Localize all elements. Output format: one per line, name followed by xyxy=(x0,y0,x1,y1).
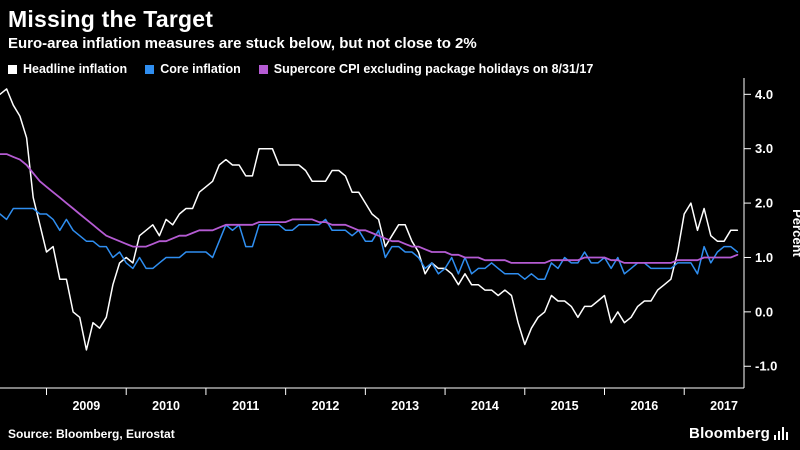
svg-text:2013: 2013 xyxy=(391,399,419,413)
svg-text:2011: 2011 xyxy=(232,399,259,413)
svg-text:2016: 2016 xyxy=(630,399,658,413)
legend-swatch xyxy=(258,64,268,74)
svg-text:4.0: 4.0 xyxy=(755,87,773,102)
bloomberg-logo: Bloomberg xyxy=(689,425,790,442)
svg-text:2010: 2010 xyxy=(152,399,180,413)
legend-label: Core inflation xyxy=(160,62,241,76)
svg-text:3.0: 3.0 xyxy=(755,141,773,156)
svg-text:1.0: 1.0 xyxy=(755,250,773,265)
legend: Headline inflation Core inflation Superc… xyxy=(8,60,792,78)
chart-header: Missing the Target Euro-area inflation m… xyxy=(0,0,800,78)
source-text: Source: Bloomberg, Eurostat xyxy=(8,426,175,441)
svg-text:2012: 2012 xyxy=(312,399,340,413)
bloomberg-logo-bars-icon xyxy=(774,427,788,440)
legend-label: Supercore CPI excluding package holidays… xyxy=(273,62,594,76)
bloomberg-logo-text: Bloomberg xyxy=(689,425,770,442)
svg-text:Percent: Percent xyxy=(790,209,800,257)
legend-item-core: Core inflation xyxy=(145,62,241,76)
chart-svg: 4.0 3.0 2.0 1.0 0.0 -1.0 Percent 2009 2010 2011 20… xyxy=(0,78,800,413)
svg-text:2017: 2017 xyxy=(710,399,738,413)
svg-text:2014: 2014 xyxy=(471,399,499,413)
legend-swatch xyxy=(8,64,17,74)
svg-text:2.0: 2.0 xyxy=(755,196,773,211)
legend-swatch xyxy=(145,64,155,74)
svg-text:2009: 2009 xyxy=(72,399,100,413)
page-subtitle: Euro-area inflation measures are stuck b… xyxy=(8,35,477,52)
svg-text:-1.0: -1.0 xyxy=(755,359,777,374)
legend-item-supercore: Supercore CPI excluding package holidays… xyxy=(258,62,594,76)
chart-footer: Source: Bloomberg, Eurostat Bloomberg xyxy=(0,423,800,450)
svg-text:2015: 2015 xyxy=(551,399,579,413)
legend-label: Headline inflation xyxy=(23,62,128,76)
page-title: Missing the Target xyxy=(8,6,214,32)
legend-item-headline: Headline inflation xyxy=(8,62,127,76)
svg-text:0.0: 0.0 xyxy=(755,304,773,319)
